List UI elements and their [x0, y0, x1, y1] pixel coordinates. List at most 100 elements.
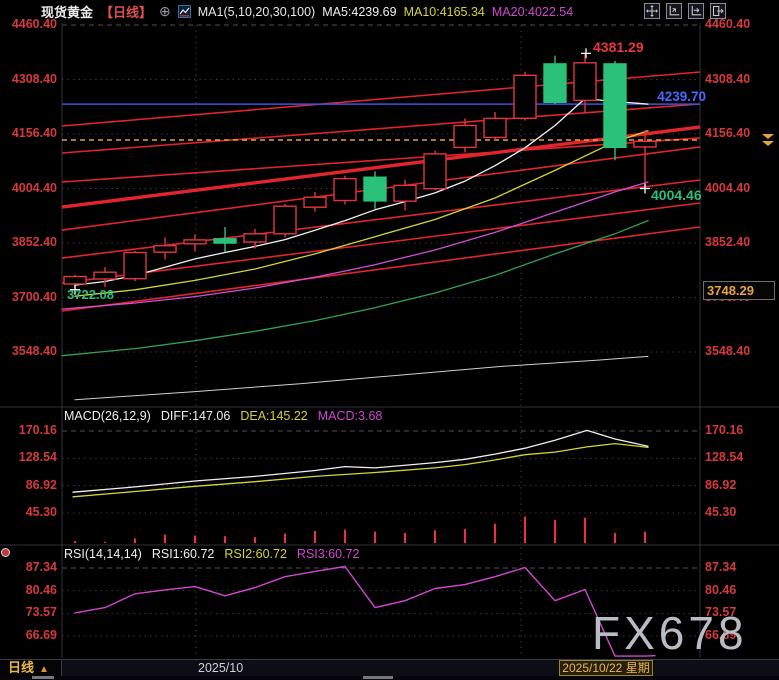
timeline-bar[interactable]: 日线 ▲ 2025/10 2025/10/22 星期三	[0, 659, 779, 680]
axis-label: 128.54	[705, 450, 744, 465]
axis-label: 3852.40	[11, 235, 57, 249]
macd-histogram	[73, 516, 647, 543]
candle	[543, 63, 567, 104]
ma10-value-label: MA10:4165.34	[403, 4, 485, 19]
axis-label: 4308.40	[705, 71, 751, 86]
macd-diff-label: DIFF:147.06	[160, 409, 231, 423]
circle-plus-icon[interactable]: ⊕	[159, 3, 171, 19]
axis-label: 87.34	[705, 560, 737, 574]
macd-title: MACD(26,12,9)	[64, 409, 151, 423]
candlesticks[interactable]	[63, 53, 657, 290]
macd-value-label: MACD:3.68	[317, 409, 383, 423]
axis-label: 4460.40	[11, 17, 57, 31]
axis-label: 4004.40	[11, 180, 57, 195]
candle	[303, 196, 327, 208]
scrollbar-mark	[32, 676, 54, 679]
chart-header: 现货黄金 【日线】 ⊕ MA1(5,10,20,30,100) MA5:4239…	[41, 2, 573, 21]
start-low-price-label: 3722.08	[67, 287, 114, 302]
axis-label: 87.34	[25, 560, 57, 574]
candle	[243, 233, 267, 243]
axis-label: 4004.40	[705, 180, 751, 195]
candle	[93, 271, 117, 280]
period-selector[interactable]: 日线 ▲	[0, 660, 62, 676]
macd-dea-line	[72, 442, 649, 498]
axis-label: 45.30	[25, 505, 57, 519]
detach-window-icon[interactable]	[710, 3, 726, 19]
axis-label: 170.16	[705, 423, 744, 437]
rsi3-label: RSI3:60.72	[296, 547, 360, 561]
timeline-month-label: 2025/10	[198, 661, 244, 675]
period-label: 日线	[8, 660, 35, 675]
watermark: FX678	[592, 607, 748, 659]
rsi2-label: RSI2:60.72	[224, 547, 287, 561]
axis-label: 4460.40	[705, 17, 751, 31]
rsi-header: RSI(14,14,14) RSI1:60.72 RSI2:60.72 RSI3…	[64, 547, 359, 561]
high-price-label: 4381.29	[593, 39, 644, 55]
candle	[273, 205, 297, 235]
last-price-dashed-line	[62, 133, 774, 146]
axis-label: 3548.40	[11, 344, 57, 358]
candle	[513, 74, 537, 120]
gridlines	[62, 24, 700, 657]
macd-diff-line	[72, 429, 649, 493]
axis-label: 66.69	[705, 628, 737, 642]
axis-label: 45.30	[705, 505, 737, 519]
rsi-title: RSI(14,14,14)	[64, 547, 142, 561]
move-icon[interactable]	[644, 3, 660, 19]
candle	[363, 176, 387, 202]
axis-label: 3852.40	[705, 235, 751, 249]
candle	[603, 63, 627, 149]
ma5-value-label: MA5:4239.69	[322, 4, 397, 19]
pan-axis-icon[interactable]	[688, 3, 704, 19]
symbol-name: 现货黄金	[41, 5, 94, 20]
axis-label: 4156.40	[705, 126, 751, 140]
moving-average-lines	[61, 97, 649, 401]
candle	[393, 184, 417, 202]
extreme-markers	[70, 48, 650, 295]
mini-chart-icon[interactable]	[177, 5, 191, 18]
scrollbar-mark	[363, 676, 393, 679]
axis-label: 80.46	[705, 582, 737, 597]
candle	[423, 153, 447, 190]
macd-dea-label: DEA:145.22	[240, 409, 308, 423]
candle	[63, 275, 87, 285]
axis-label: 128.54	[18, 450, 57, 465]
rsi-line	[74, 565, 656, 657]
axis-price-marker-icon	[762, 133, 774, 139]
low-price-label: 4004.46	[651, 187, 702, 203]
candle	[183, 239, 207, 245]
axis-label: 4156.40	[11, 126, 57, 140]
candle	[153, 244, 177, 253]
axis-label: 3700.40	[11, 289, 57, 304]
axis-label: 80.46	[25, 582, 57, 597]
candle	[483, 117, 507, 139]
axis-label: 86.92	[705, 477, 737, 492]
panel-handle-icon[interactable]	[1, 548, 10, 557]
macd-header: MACD(26,12,9) DIFF:147.06 DEA:145.22 MAC…	[64, 409, 382, 423]
axis-label: 3548.40	[705, 344, 751, 358]
candle	[123, 251, 147, 280]
axis-label: 73.57	[705, 605, 737, 620]
scale-axis-icon[interactable]	[666, 3, 682, 19]
axis-label: 66.69	[25, 628, 57, 642]
candle	[333, 177, 357, 202]
ma20-value-label: MA20:4022.54	[491, 4, 574, 19]
alert-line-price-label: 4239.70	[657, 89, 706, 104]
period-up-arrow-icon: ▲	[39, 664, 49, 675]
axis-label: 170.16	[18, 423, 57, 437]
candle	[453, 124, 477, 149]
axis-label: 73.57	[25, 605, 57, 620]
candle	[213, 238, 237, 244]
candle	[633, 140, 657, 148]
price-tag-label: 3748.29	[703, 281, 775, 300]
axis-label: 4308.40	[11, 71, 57, 86]
ma-settings-label: MA1(5,10,20,30,100)	[197, 4, 316, 19]
timeline-scrollbar[interactable]	[0, 676, 779, 680]
panel-frames	[0, 23, 779, 658]
header-toolbar	[644, 3, 726, 19]
selected-date-label: 2025/10/22 星期三	[559, 660, 653, 680]
trend-fan-lines[interactable]	[61, 71, 701, 312]
period-tag[interactable]: 【日线】	[100, 5, 153, 20]
